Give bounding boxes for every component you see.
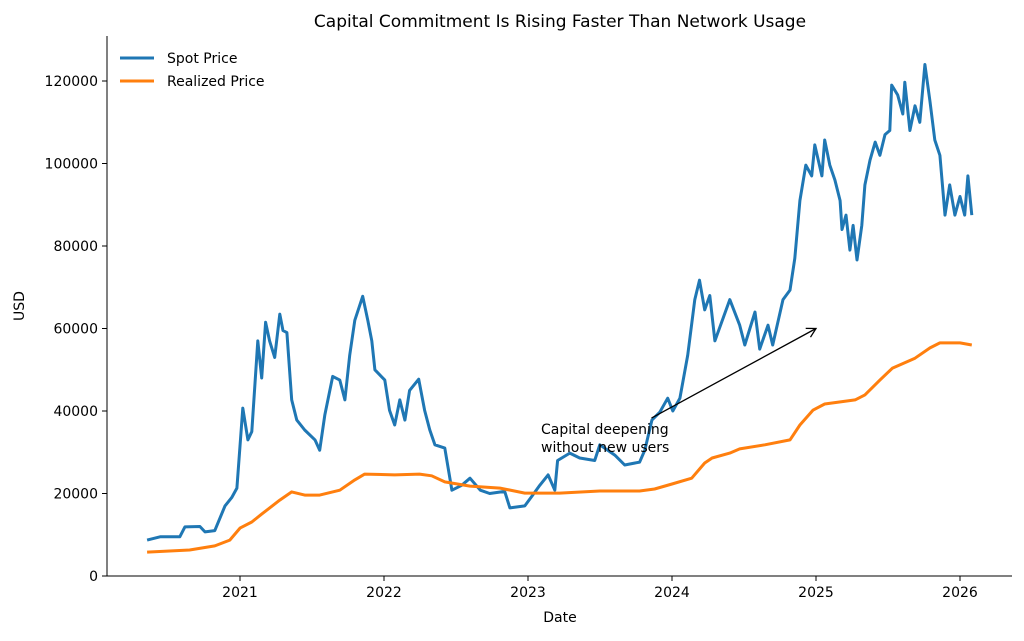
y-tick-label: 60000: [53, 322, 98, 338]
x-ticks: 2021 2022 2023 2024 2025 2026: [222, 576, 978, 601]
series-layer: [146, 63, 974, 554]
x-tick-label: 2021: [222, 585, 258, 601]
y-ticks: 0 20000 40000 60000 80000 100000 120000: [45, 74, 107, 585]
annotation-text-line-1: Capital deepening: [541, 422, 669, 438]
y-tick-label: 40000: [53, 404, 98, 420]
annotation-text-line-2: without new users: [541, 440, 669, 456]
y-tick-label: 80000: [53, 239, 98, 255]
x-tick-label: 2026: [942, 585, 978, 601]
y-tick-label: 100000: [45, 157, 98, 173]
x-tick-label: 2024: [654, 585, 690, 601]
legend-item-realized-price: Realized Price: [120, 74, 265, 90]
y-tick-label: 0: [89, 569, 98, 585]
axes: [106, 36, 1012, 577]
x-tick-label: 2025: [798, 585, 834, 601]
x-tick-label: 2023: [510, 585, 546, 601]
chart-title: Capital Commitment Is Rising Faster Than…: [314, 12, 806, 32]
annotation: Capital deepening without new users: [541, 327, 818, 456]
y-tick-label: 120000: [45, 74, 98, 90]
annotation-arrow: [651, 327, 818, 419]
y-tick-label: 20000: [53, 487, 98, 503]
x-tick-label: 2022: [366, 585, 402, 601]
series-line-spot-price: [146, 63, 974, 542]
legend: Spot Price Realized Price: [120, 51, 265, 90]
legend-label-realized-price: Realized Price: [167, 74, 265, 90]
series-line-realized-price: [147, 341, 973, 554]
legend-label-spot-price: Spot Price: [167, 51, 237, 67]
legend-item-spot-price: Spot Price: [120, 51, 237, 67]
y-axis-label: USD: [12, 291, 28, 321]
x-axis-label: Date: [543, 610, 576, 626]
